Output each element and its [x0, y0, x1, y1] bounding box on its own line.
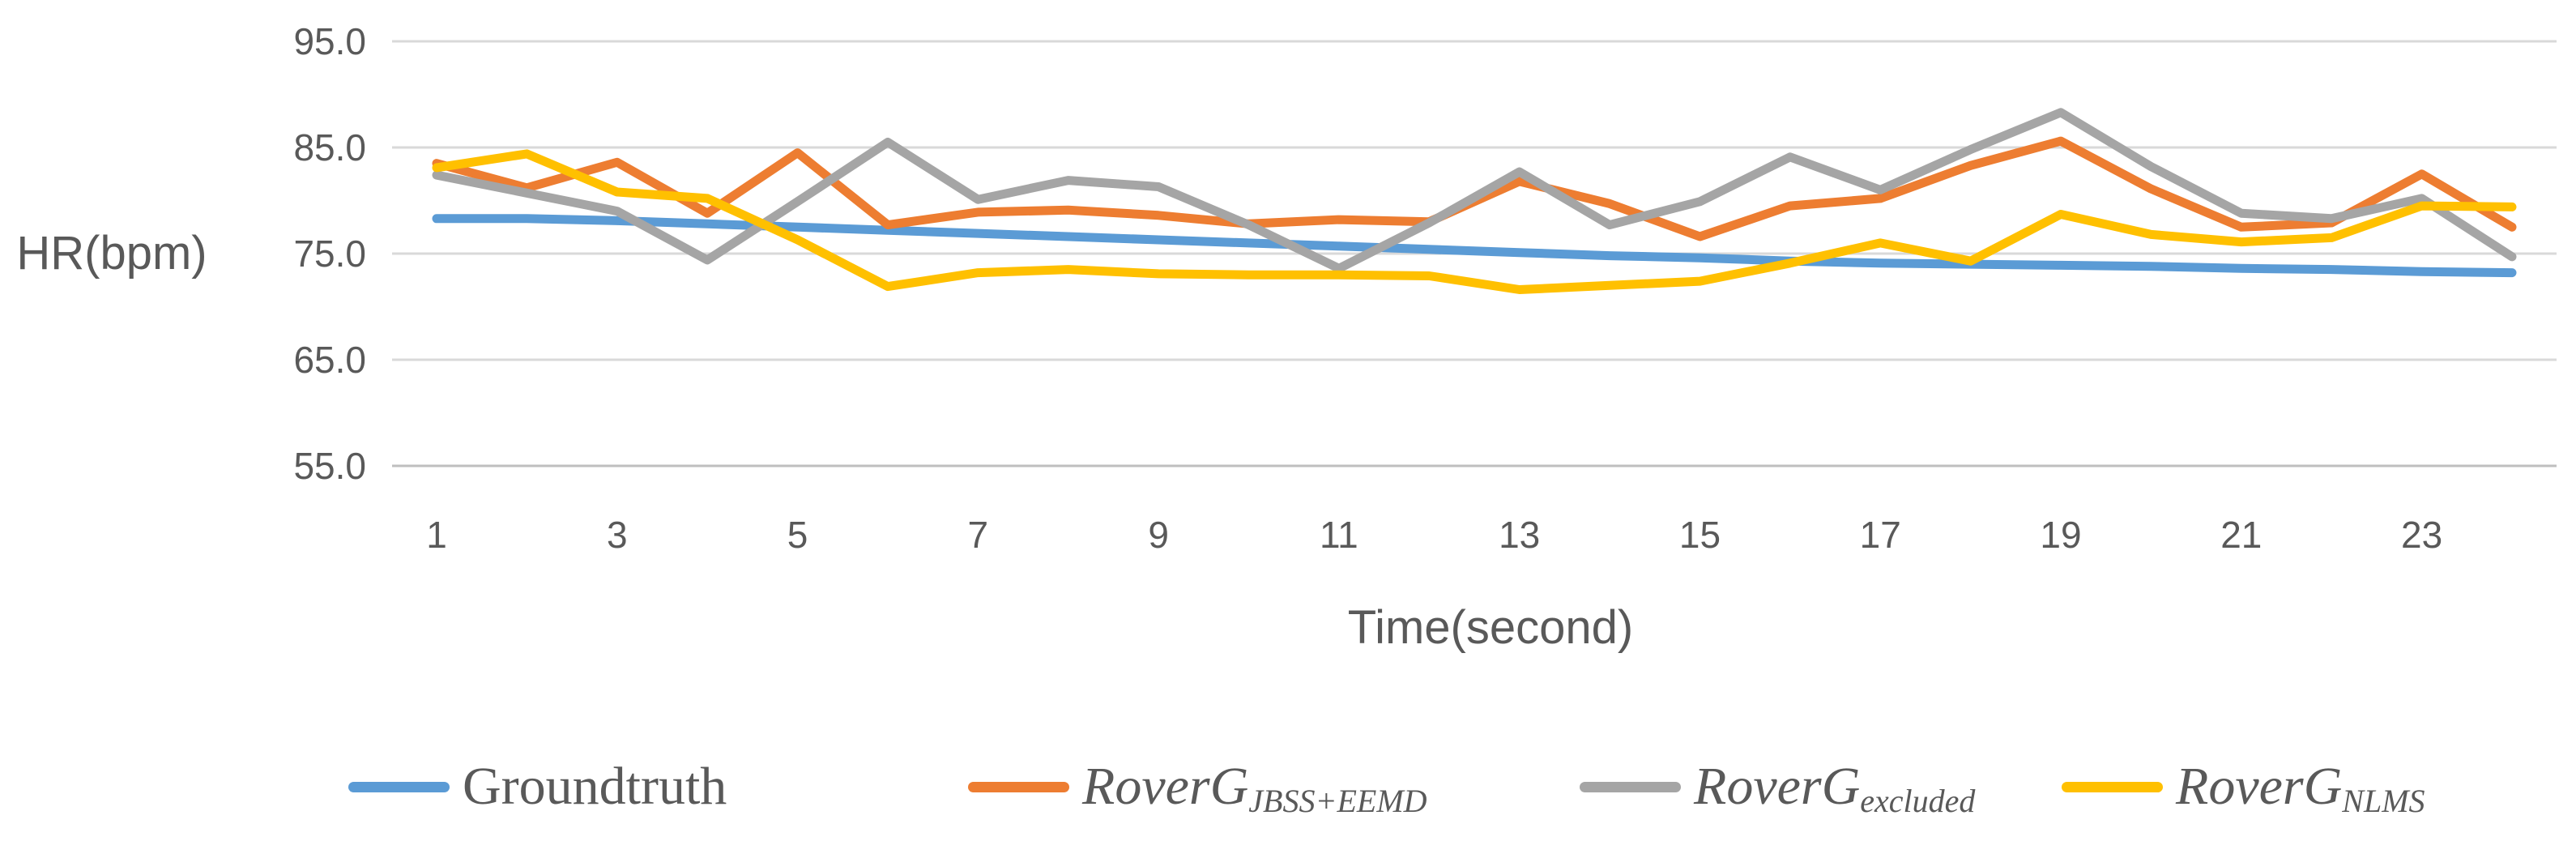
y-tick-label: 95.0: [293, 20, 366, 62]
legend-label-main: Groundtruth: [463, 757, 727, 816]
x-tick-label: 15: [1679, 514, 1721, 556]
legend-swatch-roverg-jbss-eemd: [968, 781, 1069, 792]
x-tick-label: 9: [1148, 514, 1169, 556]
legend-label-roverg-excluded: RoverGexcluded: [1694, 757, 1975, 818]
legend-label-subscript: excluded: [1860, 783, 1976, 819]
x-axis-title: Time(second): [1347, 601, 1634, 654]
legend-item-roverg-nlms: RoverGNLMS: [2062, 757, 2425, 818]
legend-label-groundtruth: Groundtruth: [463, 758, 727, 815]
x-tick-label: 1: [426, 514, 447, 556]
x-tick-label: 3: [607, 514, 628, 556]
x-tick-label: 5: [787, 514, 808, 556]
y-tick-label: 85.0: [293, 126, 366, 169]
legend-label-subscript: JBSS+EEMD: [1248, 783, 1427, 819]
y-axis-title: HR(bpm): [16, 227, 207, 280]
x-tick-label: 21: [2220, 514, 2262, 556]
legend-swatch-groundtruth: [348, 781, 450, 792]
legend-item-roverg-excluded: RoverGexcluded: [1580, 757, 1975, 818]
legend-label-main: RoverG: [2176, 757, 2343, 816]
x-tick-label: 11: [1320, 514, 1358, 556]
legend-label-main: RoverG: [1694, 757, 1861, 816]
series-line-roverg-excluded: [432, 108, 2517, 273]
legend-label-roverg-nlms: RoverGNLMS: [2176, 757, 2425, 818]
x-tick-label: 19: [2040, 514, 2081, 556]
legend-swatch-roverg-nlms: [2062, 781, 2163, 792]
legend-item-roverg-jbss-eemd: RoverGJBSS+EEMD: [968, 757, 1427, 818]
legend-swatch-roverg-excluded: [1580, 781, 1681, 792]
legend-label-roverg-jbss-eemd: RoverGJBSS+EEMD: [1082, 757, 1427, 818]
series-line-roverg-nlms: [432, 149, 2517, 294]
legend-label-subscript: NLMS: [2342, 783, 2425, 819]
x-tick-label: 13: [1499, 514, 1540, 556]
y-tick-label: 65.0: [293, 339, 366, 381]
x-tick-label: 23: [2401, 514, 2442, 556]
series-line-groundtruth: [432, 214, 2517, 278]
y-tick-label: 55.0: [293, 445, 366, 487]
x-tick-label: 17: [1860, 514, 1901, 556]
x-tick-label: 7: [968, 514, 989, 556]
legend-label-main: RoverG: [1082, 757, 1249, 816]
legend-item-groundtruth: Groundtruth: [348, 758, 727, 815]
legend: Groundtruth RoverGJBSS+EEMD RoverGexcluded…: [0, 757, 2576, 818]
y-tick-label: 75.0: [293, 233, 366, 275]
